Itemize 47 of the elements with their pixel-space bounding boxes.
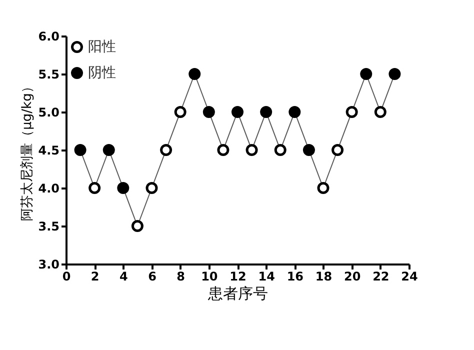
x-tick-label: 6: [148, 270, 156, 284]
point: [388, 68, 401, 80]
x-tick-label: 2: [90, 270, 100, 284]
y-tick-label: 5.5: [38, 68, 60, 82]
point: [174, 106, 186, 118]
x-tick-label: 10: [201, 270, 218, 284]
y-tick-label: 4.5: [38, 144, 60, 158]
point: [74, 144, 86, 156]
point: [232, 106, 244, 118]
x-tick-label: 18: [315, 270, 332, 284]
x-tick-label: 12: [230, 270, 246, 284]
x-tick-label: 14: [258, 270, 275, 284]
point: [332, 144, 344, 156]
y-tick-label: 6.0: [38, 30, 60, 44]
x-tick-label: 24: [401, 270, 418, 284]
point: [246, 144, 258, 156]
point: [88, 182, 101, 194]
y-tick-label: 5.0: [38, 106, 60, 120]
point: [188, 68, 201, 80]
point: [217, 144, 230, 156]
point: [102, 144, 115, 156]
x-tick-label: 8: [176, 270, 186, 284]
point: [346, 106, 358, 118]
legend-label: 阳性: [88, 39, 116, 55]
x-tick-label: 0: [62, 270, 71, 284]
point: [146, 182, 158, 194]
point: [202, 106, 215, 118]
point: [117, 182, 130, 194]
point: [160, 144, 172, 156]
y-axis-title: 阿芬太尼剂量（μg/kg）: [19, 80, 36, 221]
point: [274, 144, 286, 156]
x-tick-label: 16: [286, 270, 304, 284]
x-axis-title: 患者序号: [207, 284, 268, 302]
x-tick-label: 4: [119, 270, 128, 284]
y-tick-label: 3.5: [38, 220, 60, 234]
point: [374, 106, 386, 118]
point: [288, 106, 301, 118]
legend-label: 阴性: [88, 65, 116, 81]
point: [317, 182, 330, 194]
y-tick-label: 4.0: [38, 182, 60, 196]
x-tick-label: 20: [344, 270, 361, 284]
x-tick-label: 22: [372, 270, 390, 284]
point: [302, 144, 315, 156]
point: [131, 220, 144, 232]
point: [260, 106, 272, 118]
point: [360, 68, 372, 80]
y-tick-label: 3.0: [38, 258, 60, 272]
